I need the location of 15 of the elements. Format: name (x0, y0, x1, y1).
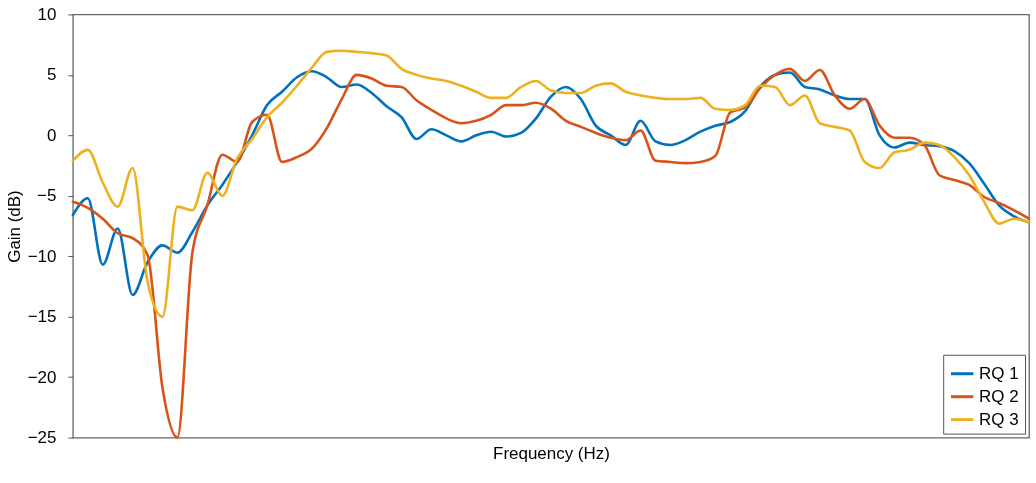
y-tick-label: −10 (27, 246, 57, 266)
y-tick-label: 5 (46, 65, 57, 85)
y-tick-label: 0 (46, 125, 57, 145)
line-series (71, 67, 1031, 439)
y-axis-title: Gain (dB) (4, 190, 24, 263)
legend-label: RQ 2 (979, 386, 1019, 406)
legend-label: RQ 3 (979, 409, 1019, 429)
y-tick-label: −25 (27, 428, 57, 448)
y-tick-label: −20 (27, 367, 57, 387)
y-tick-label: 10 (37, 4, 57, 24)
line-series (71, 49, 1031, 318)
x-axis-title: Frequency (Hz) (493, 444, 610, 464)
y-tick-label: −15 (27, 307, 57, 327)
y-tick-label: −5 (37, 186, 57, 206)
legend-label: RQ 1 (979, 363, 1019, 383)
